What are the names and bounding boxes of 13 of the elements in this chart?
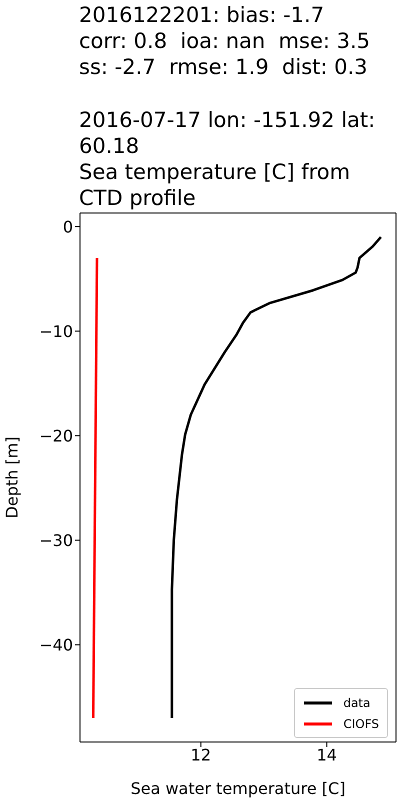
y-tick-label: −20 [39, 426, 73, 446]
y-tick-label: −10 [39, 322, 73, 341]
legend-label: CIOFS [343, 716, 379, 730]
x-axis-title: Sea water temperature [C] [130, 779, 346, 798]
legend-label: data [343, 696, 370, 710]
line-series [170, 236, 382, 720]
chart-title: 2016122201: bias: -1.7 corr: 0.8 ioa: nan mse: 3.5 ss: -2.7 rmse: 1.9 dist: 0.3 2016-07-17 lon: -151.92 lat: 60.18 Sea temperature [C] from CTD profile [79, 3, 376, 210]
x-tick-label: 12 [190, 745, 212, 764]
y-tick-label: 0 [62, 217, 73, 236]
y-tick-label: −30 [39, 530, 73, 550]
y-axis-title: Depth [m] [2, 436, 22, 518]
x-tick-label: 14 [316, 745, 337, 764]
y-tick-label: −40 [39, 635, 73, 654]
